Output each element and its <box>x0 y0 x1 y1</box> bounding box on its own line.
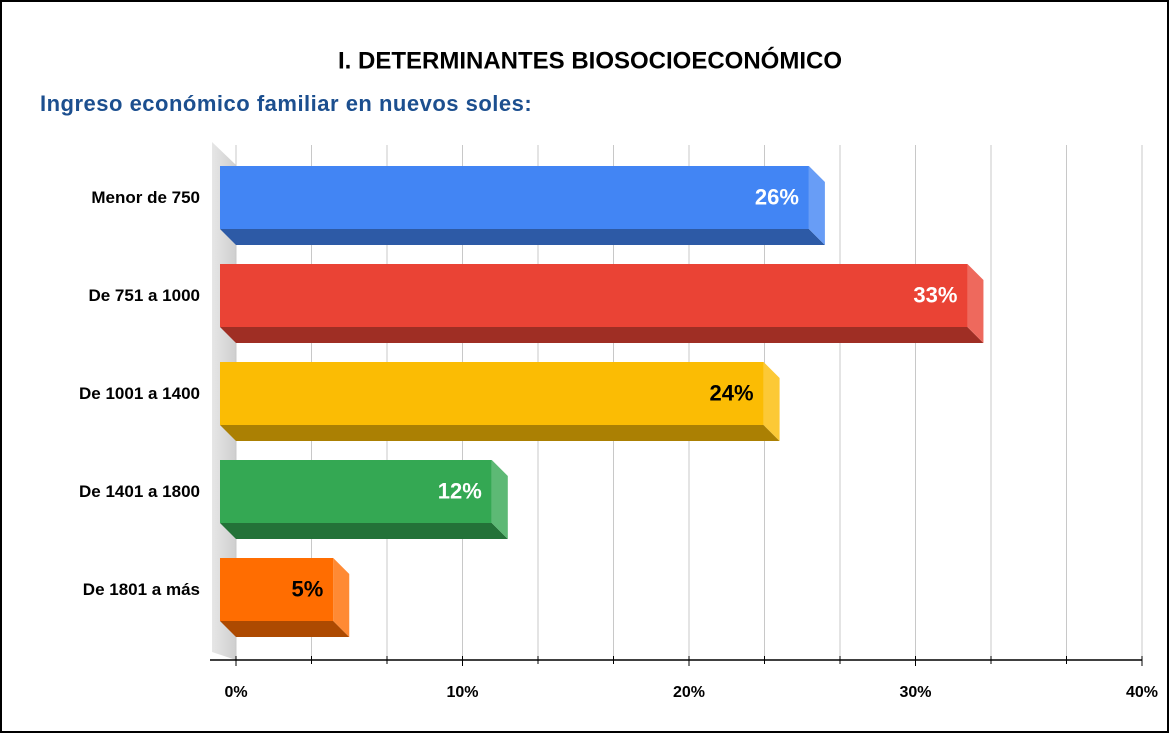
y-tick-label: De 1001 a 1400 <box>79 384 200 403</box>
bar <box>220 166 825 245</box>
value-label: 5% <box>291 576 323 601</box>
chart-subtitle: Ingreso económico familiar en nuevos sol… <box>40 91 532 116</box>
bar-face <box>220 327 984 343</box>
bar-face <box>220 558 334 621</box>
x-tick-label: 40% <box>1126 684 1158 701</box>
bar-face <box>763 362 780 441</box>
bar <box>220 264 984 343</box>
bar <box>220 460 508 539</box>
x-tick-label: 10% <box>446 684 478 701</box>
bar-face <box>491 460 508 539</box>
bar-face <box>220 229 825 245</box>
y-tick-label: De 1801 a más <box>83 580 200 599</box>
y-tick-label: De 1401 a 1800 <box>79 482 200 501</box>
x-tick-label: 30% <box>899 684 931 701</box>
bar-face <box>220 460 492 523</box>
bar <box>220 558 350 637</box>
value-label: 26% <box>755 184 799 209</box>
x-tick-label: 20% <box>673 684 705 701</box>
bar-face <box>967 264 984 343</box>
bar-face <box>220 523 508 539</box>
y-tick-label: Menor de 750 <box>91 188 200 207</box>
value-label: 33% <box>913 282 957 307</box>
value-label: 24% <box>710 380 754 405</box>
bar-face <box>333 558 350 637</box>
y-tick-label: De 751 a 1000 <box>88 286 200 305</box>
bar-face <box>808 166 825 245</box>
bar <box>220 362 780 441</box>
bar-face <box>220 362 764 425</box>
chart-title: I. DETERMINANTES BIOSOCIOECONÓMICO <box>338 46 842 74</box>
bar-face <box>220 425 780 441</box>
bar-face <box>220 264 968 327</box>
value-label: 12% <box>438 478 482 503</box>
x-tick-label: 0% <box>224 684 247 701</box>
bar-face <box>220 621 350 637</box>
bar-face <box>220 166 809 229</box>
